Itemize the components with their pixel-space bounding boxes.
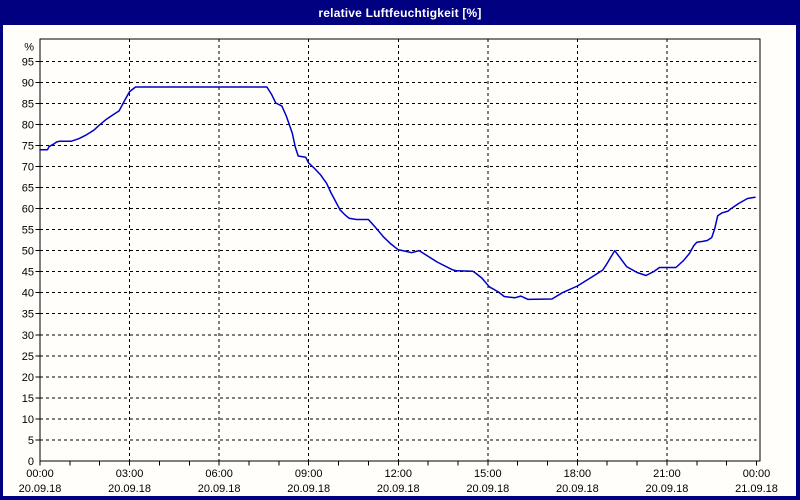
svg-text:75: 75	[22, 140, 34, 152]
svg-text:21.09.18: 21.09.18	[735, 483, 778, 495]
svg-text:45: 45	[22, 267, 34, 279]
svg-text:20.09.18: 20.09.18	[108, 483, 151, 495]
svg-text:20.09.18: 20.09.18	[646, 483, 689, 495]
svg-text:21:00: 21:00	[653, 468, 681, 480]
humidity-line	[39, 86, 756, 301]
svg-text:00:00: 00:00	[743, 468, 771, 480]
svg-text:55: 55	[22, 225, 34, 237]
plot-border	[39, 38, 761, 462]
svg-text:40: 40	[22, 288, 34, 300]
svg-text:20.09.18: 20.09.18	[19, 483, 62, 495]
svg-text:80: 80	[22, 119, 34, 131]
svg-text:06:00: 06:00	[205, 468, 233, 480]
svg-text:20.09.18: 20.09.18	[287, 483, 330, 495]
svg-text:5: 5	[28, 435, 34, 447]
svg-text:18:00: 18:00	[564, 468, 592, 480]
y-ticks	[35, 60, 40, 441]
title-bar: relative Luftfeuchtigkeit [%]	[0, 0, 800, 25]
svg-text:12:00: 12:00	[384, 468, 412, 480]
svg-text:60: 60	[22, 204, 34, 216]
y-axis-labels: 0 5 10 15 20 25 30 35 40 45 50 55 60 65 70 75 80 85 90 95%	[22, 41, 34, 468]
svg-text:95: 95	[22, 56, 34, 68]
svg-text:20.09.18: 20.09.18	[198, 483, 241, 495]
svg-text:00:00: 00:00	[26, 468, 54, 480]
svg-text:15:00: 15:00	[474, 468, 502, 480]
svg-text:90: 90	[22, 77, 34, 89]
svg-text:03:00: 03:00	[116, 468, 144, 480]
svg-text:25: 25	[22, 351, 34, 363]
x-ticks	[39, 461, 757, 466]
svg-text:0: 0	[28, 456, 34, 468]
svg-text:30: 30	[22, 330, 34, 342]
svg-text:15: 15	[22, 393, 34, 405]
svg-text:09:00: 09:00	[295, 468, 323, 480]
svg-text:20.09.18: 20.09.18	[466, 483, 509, 495]
svg-text:35: 35	[22, 309, 34, 321]
x-axis-labels: 00:00 20.09.18 03:00 20.09.18 06:00 20.09.18 0…	[19, 468, 778, 495]
chart-area	[3, 25, 796, 496]
y-axis-unit: %	[24, 41, 34, 53]
svg-text:85: 85	[22, 98, 34, 110]
svg-text:10: 10	[22, 414, 34, 426]
svg-text:70: 70	[22, 161, 34, 173]
svg-text:50: 50	[22, 246, 34, 258]
svg-text:20: 20	[22, 372, 34, 384]
svg-text:20.09.18: 20.09.18	[377, 483, 420, 495]
svg-text:20.09.18: 20.09.18	[556, 483, 599, 495]
svg-text:65: 65	[22, 183, 34, 195]
window-title: relative Luftfeuchtigkeit [%]	[318, 5, 482, 20]
